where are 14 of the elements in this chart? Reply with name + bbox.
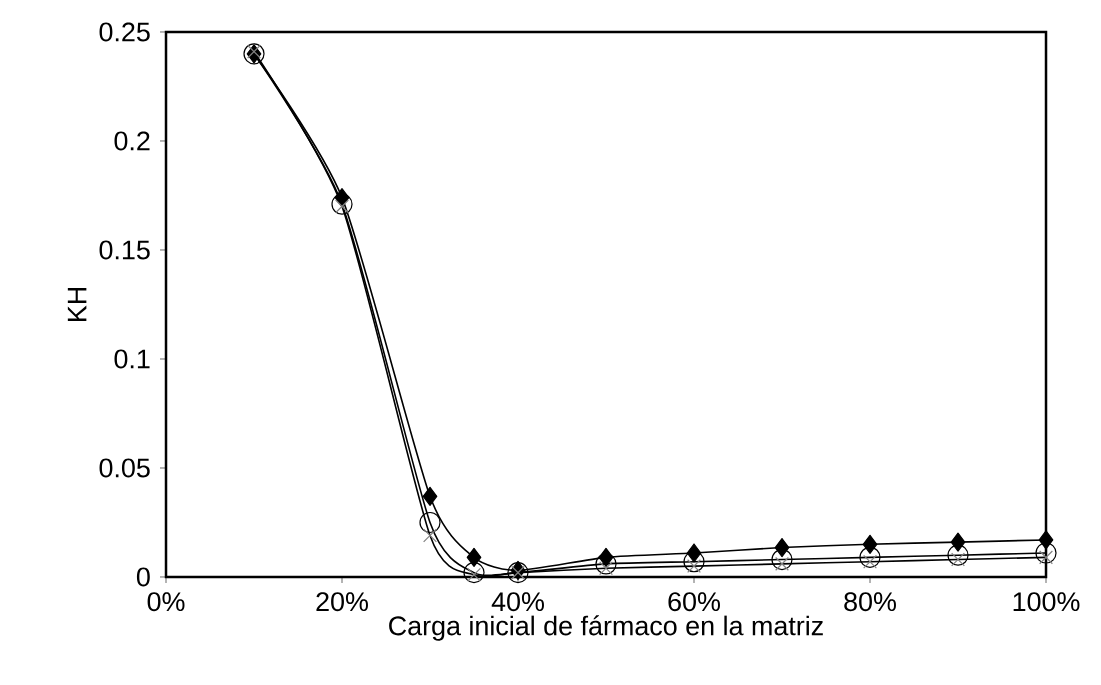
y-tick-label: 0: [136, 567, 150, 587]
y-tick-label: 0.1: [114, 349, 150, 369]
x-tick-label: 20%: [316, 592, 368, 612]
y-tick-label: 0.15: [99, 240, 150, 260]
x-tick-label: 0%: [147, 592, 185, 612]
y-axis-title: KH: [67, 287, 87, 321]
y-tick-label: 0.05: [99, 458, 150, 478]
x-tick-label: 100%: [1013, 592, 1080, 612]
x-tick-label: 80%: [844, 592, 896, 612]
y-tick-label: 0.25: [99, 22, 150, 42]
x-tick-label: 40%: [491, 592, 544, 612]
x-tick-label: 60%: [668, 592, 720, 612]
x-axis-title: Carga inicial de fármaco en la matriz: [389, 615, 823, 641]
y-tick-label: 0.2: [114, 131, 150, 151]
